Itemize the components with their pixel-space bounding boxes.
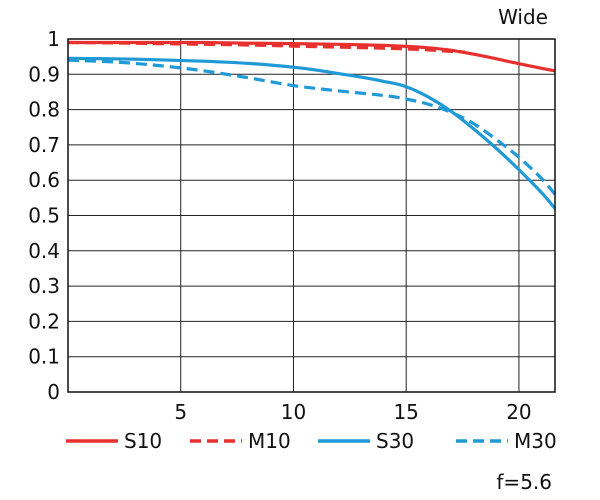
x-tick-label: 10 [281,400,306,424]
legend-label-m30: M30 [514,429,557,453]
aperture-note: f=5.6 [496,470,552,494]
y-tick-label: 0.6 [28,168,60,192]
series-line-m10 [67,40,465,54]
x-tick-label: 15 [393,400,418,424]
y-tick-label: 0.4 [28,239,60,263]
legend-label-s30: S30 [376,429,414,453]
series-lines [67,40,557,210]
legend-label-m10: M10 [248,429,291,453]
series-line-s30 [67,56,557,210]
x-tick-label: 5 [174,400,187,424]
plot-frame [67,38,556,393]
y-tick-label: 0.5 [28,204,60,228]
legend: S10 M10 S30 M30 [66,429,557,453]
corner-label: Wide [498,5,548,29]
y-tick-label: 0.1 [28,345,60,369]
y-tick-label: 0.9 [28,62,60,86]
tick-labels: 00.10.20.30.40.50.60.70.80.915 10 15 20 [28,27,531,424]
legend-label-s10: S10 [124,429,162,453]
grid [68,38,555,393]
y-tick-label: 0.3 [28,274,60,298]
y-tick-label: 0.2 [28,309,60,333]
y-tick-label: 1 [47,27,60,51]
series-line-m30 [67,58,557,196]
y-tick-label: 0 [47,380,60,404]
y-tick-label: 0.8 [28,98,60,122]
x-tick-label: 20 [506,400,531,424]
y-tick-label: 0.7 [28,133,60,157]
